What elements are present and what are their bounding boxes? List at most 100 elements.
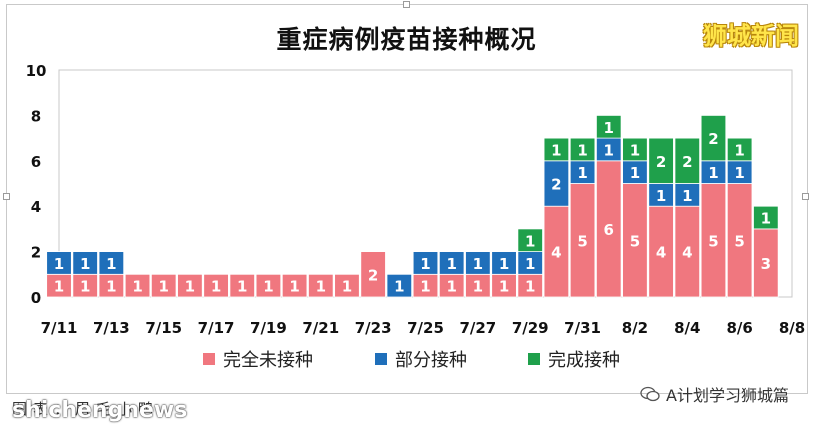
- data-label: 1: [682, 187, 692, 205]
- data-label: 1: [734, 141, 744, 159]
- x-tick-label: 7/25: [407, 319, 444, 337]
- x-tick-label: 8/6: [726, 319, 752, 337]
- y-tick-label: 6: [31, 153, 41, 171]
- x-tick-label: 7/15: [145, 319, 182, 337]
- resize-handle-left[interactable]: [3, 193, 10, 200]
- bar-segment-full: [596, 115, 622, 139]
- data-label: 5: [734, 232, 744, 250]
- data-label: 1: [211, 278, 221, 296]
- data-label: 1: [473, 255, 483, 273]
- legend-item-partial: 部分接种: [375, 346, 467, 372]
- data-label: 1: [289, 278, 299, 296]
- bar-segment-unvaccinated: [308, 273, 334, 298]
- data-label: 1: [54, 255, 64, 273]
- bar-segment-unvaccinated: [177, 273, 203, 298]
- chart-title: 重症病例疫苗接种概况: [276, 25, 537, 54]
- bar-segment-unvaccinated: [622, 183, 648, 298]
- bar-segment-unvaccinated: [543, 205, 570, 298]
- x-tick-label: 7/19: [250, 319, 287, 337]
- x-tick-label: 8/4: [674, 319, 700, 337]
- data-label: 1: [525, 278, 535, 296]
- data-label: 1: [185, 278, 195, 296]
- data-label: 1: [630, 141, 640, 159]
- chart-frame: [6, 4, 808, 394]
- data-label: 1: [761, 210, 771, 228]
- wechat-account[interactable]: A计划学习狮城篇: [640, 382, 789, 406]
- resize-handle-right[interactable]: [802, 193, 809, 200]
- bar-segment-unvaccinated: [124, 273, 151, 298]
- bar-segment-full: [569, 137, 596, 162]
- data-label: 1: [420, 255, 430, 273]
- bar-segment-partial: [72, 251, 98, 275]
- bar-segment-unvaccinated: [334, 273, 360, 298]
- data-label: 4: [551, 244, 561, 262]
- data-label: 1: [551, 141, 561, 159]
- data-label: 2: [682, 153, 692, 171]
- y-tick-label: 0: [31, 289, 41, 307]
- data-label: 1: [420, 278, 430, 296]
- bar-segment-unvaccinated: [648, 205, 674, 298]
- x-tick-label: 7/31: [564, 319, 601, 337]
- data-label: 1: [577, 164, 587, 182]
- bar-segment-unvaccinated: [700, 183, 727, 298]
- bar-segment-unvaccinated: [150, 273, 177, 298]
- bar-segment-full: [517, 228, 543, 252]
- data-label: 1: [473, 278, 483, 296]
- x-tick-label: 7/11: [41, 319, 78, 337]
- data-label: 1: [54, 278, 64, 296]
- bar-segment-full: [753, 205, 779, 230]
- data-label: 1: [656, 187, 666, 205]
- data-label: 1: [604, 141, 614, 159]
- data-label: 5: [708, 232, 718, 250]
- legend-label-partial: 部分接种: [395, 350, 467, 371]
- bar-segment-unvaccinated: [726, 183, 753, 298]
- data-label: 1: [342, 278, 352, 296]
- data-label: 1: [577, 141, 587, 159]
- x-tick-label: 7/21: [302, 319, 339, 337]
- data-label: 1: [80, 278, 90, 296]
- legend-item-full: 完成接种: [528, 346, 620, 372]
- x-tick-label: 7/23: [355, 319, 392, 337]
- data-label: 5: [630, 232, 640, 250]
- x-tick-label: 7/29: [512, 319, 549, 337]
- bar-segment-unvaccinated: [753, 228, 779, 298]
- bar-segment-unvaccinated: [203, 273, 229, 298]
- data-label: 1: [604, 119, 614, 137]
- data-label: 2: [368, 266, 378, 284]
- wechat-account-name: A计划学习狮城篇: [666, 386, 789, 405]
- data-label: 1: [446, 255, 456, 273]
- data-label: 1: [525, 232, 535, 250]
- data-label: 1: [499, 278, 509, 296]
- legend-swatch-unvaccinated: [203, 353, 215, 365]
- bar-segment-partial: [46, 251, 72, 275]
- bar-segment-unvaccinated: [255, 273, 282, 298]
- bar-segment-full: [648, 137, 674, 184]
- legend-label-unvaccinated: 完全未接种: [223, 350, 313, 371]
- data-label: 4: [682, 244, 692, 262]
- data-label: 1: [394, 278, 404, 296]
- data-label: 1: [106, 255, 116, 273]
- data-label: 1: [499, 255, 509, 273]
- y-tick-label: 8: [31, 107, 41, 125]
- bar-segment-unvaccinated: [229, 273, 255, 298]
- data-label: 1: [263, 278, 273, 296]
- legend-label-full: 完成接种: [548, 350, 620, 371]
- data-label: 3: [761, 255, 771, 273]
- bar-segment-partial: [465, 251, 491, 275]
- data-label: 1: [106, 278, 116, 296]
- data-label: 1: [237, 278, 247, 296]
- wechat-icon: [640, 386, 660, 402]
- x-tick-label: 7/17: [198, 319, 235, 337]
- x-tick-label: 7/27: [459, 319, 496, 337]
- bar-segment-full: [674, 137, 701, 184]
- bar-segment-full: [543, 137, 570, 162]
- legend-swatch-partial: [375, 353, 387, 365]
- resize-handle-top[interactable]: [403, 1, 410, 8]
- bar-segment-partial: [438, 251, 465, 275]
- data-label: 2: [656, 153, 666, 171]
- data-label: 1: [446, 278, 456, 296]
- legend-item-unvaccinated: 完全未接种: [203, 346, 313, 372]
- data-label: 1: [630, 164, 640, 182]
- footer-credit: 图表：眉毛小鸭: [12, 400, 160, 418]
- bar-segment-unvaccinated: [281, 273, 308, 298]
